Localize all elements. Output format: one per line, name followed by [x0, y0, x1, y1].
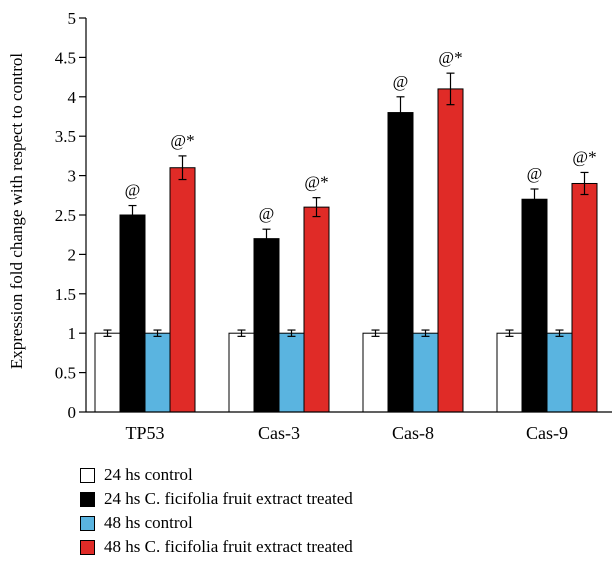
legend-label: 24 hs C. ficifolia fruit extract treated: [104, 489, 353, 508]
bar: [546, 332, 573, 413]
significance-label: @*: [438, 48, 462, 67]
legend: 24 hs control 24 hs C. ficifolia fruit ex…: [80, 463, 353, 559]
bar: [119, 214, 146, 413]
legend-item: 48 hs C. ficifolia fruit extract treated: [80, 535, 353, 559]
bar: [521, 198, 548, 413]
legend-item: 24 hs C. ficifolia fruit extract treated: [80, 487, 353, 511]
legend-label: 24 hs control: [104, 465, 193, 484]
y-tick-label: 4: [68, 88, 77, 107]
significance-label: @: [259, 204, 275, 223]
y-tick-label: 4.5: [55, 48, 76, 67]
bar: [387, 112, 414, 413]
y-tick-label: 2.5: [55, 206, 76, 225]
bar: [437, 88, 464, 413]
bar: [412, 332, 439, 413]
significance-label: @: [393, 72, 409, 91]
y-tick-label: 3.5: [55, 127, 76, 146]
bar: [303, 206, 330, 413]
bar: [253, 238, 280, 413]
legend-swatch: [80, 491, 95, 507]
y-tick-label: 0: [68, 403, 77, 422]
significance-label: @: [527, 164, 543, 183]
significance-label: @: [125, 181, 141, 200]
y-tick-label: 1.5: [55, 285, 76, 304]
legend-item: 48 hs control: [80, 511, 353, 535]
bar: [144, 332, 171, 413]
y-tick-label: 3: [68, 167, 77, 186]
x-tick-label: Cas-8: [392, 423, 434, 443]
bar: [94, 332, 121, 413]
significance-label: @*: [170, 131, 194, 150]
legend-swatch: [80, 467, 95, 483]
x-tick-label: Cas-9: [526, 423, 568, 443]
significance-label: @*: [304, 173, 328, 192]
legend-swatch: [80, 515, 95, 531]
x-tick-label: TP53: [125, 423, 164, 443]
legend-label: 48 hs C. ficifolia fruit extract treated: [104, 537, 353, 556]
bar: [496, 332, 523, 413]
bar: [571, 182, 598, 413]
bar: [362, 332, 389, 413]
significance-label: @*: [572, 147, 596, 166]
bar: [228, 332, 255, 413]
y-axis-label: Expression fold change with respect to c…: [7, 53, 26, 370]
bar-chart: Expression fold change with respect to c…: [7, 9, 612, 443]
y-tick-label: 1: [68, 324, 77, 343]
legend-label: 48 hs control: [104, 513, 193, 532]
y-tick-label: 5: [68, 9, 77, 28]
y-tick-label: 2: [68, 245, 77, 264]
bar: [169, 167, 196, 413]
legend-swatch: [80, 539, 95, 555]
y-tick-label: 0.5: [55, 364, 76, 383]
legend-item: 24 hs control: [80, 463, 353, 487]
bar: [278, 332, 305, 413]
x-tick-label: Cas-3: [258, 423, 300, 443]
